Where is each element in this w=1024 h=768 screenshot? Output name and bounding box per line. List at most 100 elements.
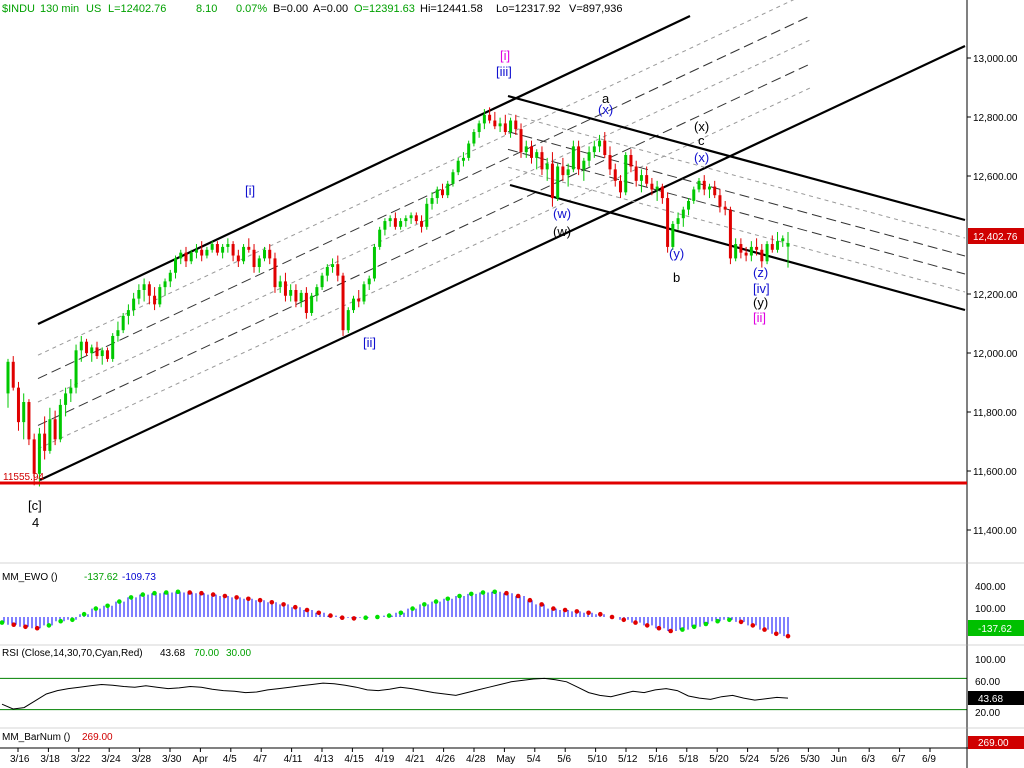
- price-axis-ticks: [967, 57, 971, 531]
- date-axis-label: 3/30: [162, 754, 182, 765]
- rsi-lower: 30.00: [226, 648, 251, 659]
- header-ask: A=0.00: [313, 3, 348, 15]
- candle-body: [388, 218, 392, 222]
- ewo-dot: [281, 602, 286, 607]
- ewo-dot: [691, 624, 697, 630]
- candle-body: [624, 155, 628, 193]
- candle-body: [273, 258, 277, 288]
- candle-body: [126, 310, 130, 316]
- wave-label-c-bracket: [c]: [28, 498, 42, 513]
- candle-body: [603, 140, 607, 155]
- ewo-dot: [574, 609, 580, 614]
- candle-body: [236, 255, 240, 262]
- candle-body: [781, 238, 785, 242]
- ewo-dot: [117, 599, 122, 604]
- wave-label-x-blue-top: (x): [598, 102, 613, 117]
- ewo-dot: [386, 613, 392, 618]
- candle-body: [378, 229, 382, 247]
- ewo-last-tag: [968, 620, 1024, 636]
- candle-body: [105, 350, 109, 359]
- candle-body: [566, 169, 570, 176]
- ewo-dot: [363, 615, 368, 620]
- candle-body: [645, 175, 649, 184]
- candle-body: [467, 143, 471, 158]
- candle-body: [687, 200, 691, 210]
- candle-body: [362, 284, 366, 302]
- header-volume: V=897,936: [569, 3, 623, 15]
- candle-body: [702, 180, 706, 190]
- ewo-dot: [492, 589, 498, 595]
- candle-body: [6, 361, 10, 394]
- candle-body: [142, 284, 146, 290]
- candle-body: [529, 146, 533, 158]
- falling-upper-line: [507, 94, 966, 222]
- ewo-value1: -137.62: [84, 572, 118, 583]
- rsi-line: [1, 677, 789, 710]
- ewo-dot: [703, 621, 709, 627]
- ewo-dot: [621, 617, 627, 623]
- rsi-panel: [0, 677, 967, 711]
- candle-body: [561, 166, 565, 176]
- candle-body: [268, 249, 272, 259]
- wave-label-b: b: [673, 270, 680, 285]
- date-axis-label: 6/3: [861, 754, 875, 765]
- candle-body: [58, 404, 62, 440]
- date-axis-label: 4/13: [314, 754, 334, 765]
- candle-body: [613, 169, 617, 181]
- wave-label-i-magenta: [i]: [500, 48, 510, 63]
- wave-label-w-black: (w): [553, 224, 571, 239]
- barnum-title: MM_BarNum (): [2, 732, 70, 743]
- price-tick-11800: 11,800.00: [973, 408, 1017, 419]
- candle-body: [372, 246, 376, 279]
- candle-body: [341, 275, 345, 331]
- rsi-tick-100: 100.00: [975, 655, 1006, 666]
- candle-body: [493, 120, 497, 127]
- candle-body: [404, 218, 408, 222]
- candle-body: [315, 287, 319, 296]
- date-axis-label: 3/24: [101, 754, 121, 765]
- candle-body: [446, 183, 450, 196]
- date-axis-label: 5/6: [557, 754, 571, 765]
- ewo-dot: [34, 625, 40, 631]
- candle-body: [556, 166, 560, 199]
- rsi-last-tag: [968, 691, 1024, 705]
- ewo-dot: [140, 592, 146, 597]
- ewo-dot: [551, 606, 556, 611]
- candle-body: [550, 163, 554, 199]
- falling-mid-line-0: [507, 113, 966, 239]
- candle-body: [592, 146, 596, 153]
- candle-body: [90, 347, 94, 354]
- candle-body: [294, 290, 298, 302]
- date-axis-label: 6/7: [892, 754, 906, 765]
- candle-body: [205, 249, 209, 256]
- wave-label-a: a: [602, 91, 610, 106]
- candle-body: [749, 246, 753, 256]
- candle-body: [472, 132, 476, 144]
- candle-body: [488, 114, 492, 121]
- candle-body: [420, 221, 424, 227]
- candle-body: [252, 249, 256, 268]
- candle-body: [163, 281, 167, 288]
- candle-body: [734, 244, 738, 259]
- price-tick-13000: 13,000.00: [973, 54, 1018, 65]
- ewo-dot: [762, 627, 767, 632]
- candle-body: [728, 209, 732, 259]
- rsi-tick-60: 60.00: [975, 677, 1000, 688]
- wave-label-y-blue: (y): [669, 246, 684, 261]
- ewo-dot: [163, 590, 169, 595]
- candle-body: [64, 393, 68, 405]
- barnum-last-value: 269.00: [978, 738, 1009, 749]
- header-bid: B=0.00: [273, 3, 308, 15]
- candle-body: [618, 180, 622, 193]
- date-axis-label: 3/18: [40, 754, 60, 765]
- channel-mid-line-3: [37, 63, 811, 426]
- candle-body: [514, 120, 518, 130]
- low-marker-label: 11555.94: [3, 472, 44, 483]
- trend-channels: [37, 0, 966, 481]
- candle-body: [650, 183, 654, 190]
- candle-body: [116, 330, 120, 336]
- header-open: O=12391.63: [354, 3, 415, 15]
- price-tick-12000: 12,000.00: [973, 349, 1018, 360]
- candle-body: [16, 387, 20, 423]
